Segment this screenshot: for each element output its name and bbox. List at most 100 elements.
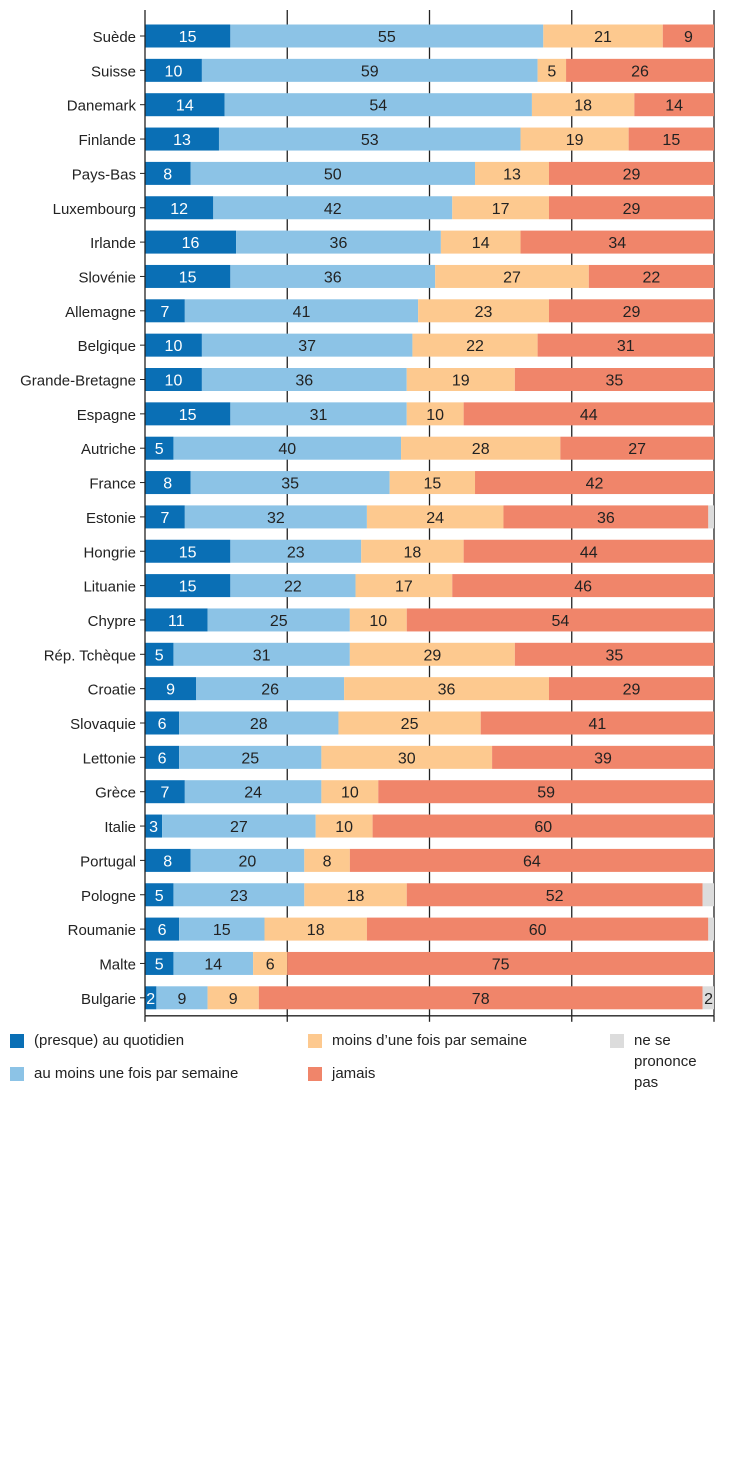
bar-segment <box>213 196 453 220</box>
data-label: 26 <box>261 682 279 699</box>
data-label: 35 <box>281 476 299 493</box>
category-label: Espagne <box>77 407 136 424</box>
bar-segment <box>145 58 202 82</box>
data-label: 29 <box>623 304 641 321</box>
bar-segment <box>514 642 714 666</box>
category-label: Pays-Bas <box>72 166 136 183</box>
category-label: Portugal <box>80 853 136 870</box>
data-label: 22 <box>284 579 302 596</box>
data-label: 6 <box>266 956 275 973</box>
bar-segment <box>145 986 157 1010</box>
data-label: 27 <box>503 269 521 286</box>
bar-segment <box>628 127 714 151</box>
data-label: 5 <box>547 63 556 80</box>
bar-segment <box>145 471 191 495</box>
data-label: 6 <box>158 922 167 939</box>
legend-swatch <box>308 1034 322 1048</box>
bar-segment <box>145 24 231 48</box>
data-label: 10 <box>335 819 353 836</box>
bar-segment <box>145 608 208 632</box>
bar-segment <box>452 196 549 220</box>
bar-segment <box>145 642 174 666</box>
data-label: 8 <box>323 853 332 870</box>
bar-segment <box>179 745 322 769</box>
data-label: 18 <box>574 98 592 115</box>
bar-segment <box>406 883 703 907</box>
bar-segment <box>236 230 441 254</box>
data-label: 15 <box>179 29 197 46</box>
data-label: 25 <box>270 613 288 630</box>
bar-segment <box>401 436 561 460</box>
category-label: Grèce <box>95 785 136 802</box>
category-label: Croatie <box>88 682 136 699</box>
bar-segment <box>366 917 709 941</box>
category-label: Bulgarie <box>81 991 136 1008</box>
bar-segment <box>566 58 714 82</box>
data-label: 18 <box>347 888 365 905</box>
data-label: 54 <box>551 613 569 630</box>
data-label: 35 <box>606 647 624 664</box>
bar-segment <box>145 814 163 838</box>
data-label: 17 <box>492 201 510 218</box>
data-label: 8 <box>163 476 172 493</box>
bar-segment <box>514 368 714 391</box>
data-label: 15 <box>179 269 197 286</box>
legend-swatch <box>308 1067 322 1081</box>
legend-swatch <box>10 1067 24 1081</box>
data-label: 64 <box>523 853 541 870</box>
category-label: Suède <box>93 29 136 46</box>
legend: (presque) au quotidien au moins une fois… <box>0 1030 733 1120</box>
bar-segment <box>304 848 350 872</box>
data-label: 15 <box>662 132 680 149</box>
data-label: 15 <box>179 579 197 596</box>
category-label: Suisse <box>91 63 136 80</box>
bar-segment <box>634 93 714 117</box>
data-label: 36 <box>295 373 313 390</box>
bar-segment <box>145 299 185 323</box>
category-label: Allemagne <box>65 304 136 321</box>
bar-segment <box>315 814 373 838</box>
bar-segment <box>520 127 629 151</box>
bar-segment <box>548 161 714 185</box>
bar-segment <box>218 127 521 151</box>
bar-segment <box>537 58 567 82</box>
category-label: Grande-Bretagne <box>20 373 136 390</box>
data-label: 53 <box>361 132 379 149</box>
category-label: Luxembourg <box>53 201 136 218</box>
bar-segment <box>230 264 436 288</box>
data-label: 28 <box>250 716 268 733</box>
data-label: 42 <box>586 476 604 493</box>
data-label: 21 <box>594 29 612 46</box>
data-label: 14 <box>176 98 194 115</box>
legend-item-ne-se-prononce-pas: ne se prononce pas <box>610 1030 728 1093</box>
bar-segment <box>452 574 714 598</box>
data-label: 7 <box>160 304 169 321</box>
bar-segment <box>321 780 379 804</box>
bar-segment <box>184 505 367 529</box>
category-label: Belgique <box>78 338 136 355</box>
bar-segment <box>463 402 714 426</box>
bar-segment <box>662 24 714 48</box>
data-label: 19 <box>452 373 470 390</box>
data-label: 14 <box>472 235 490 252</box>
data-label: 28 <box>472 441 490 458</box>
category-label: Roumanie <box>68 922 136 939</box>
bar-segment <box>366 505 504 529</box>
bar-segment <box>145 883 174 907</box>
category-label: Lettonie <box>83 750 136 767</box>
data-label: 29 <box>623 201 641 218</box>
data-label: 2 <box>704 991 713 1008</box>
bar-segment <box>702 883 714 907</box>
data-label: 22 <box>643 269 661 286</box>
data-label: 27 <box>628 441 646 458</box>
bar-segment <box>475 161 549 185</box>
data-label: 55 <box>378 29 396 46</box>
data-label: 31 <box>253 647 271 664</box>
data-label: 5 <box>155 956 164 973</box>
data-label: 7 <box>160 785 169 802</box>
data-label: 29 <box>423 647 441 664</box>
data-label: 75 <box>492 956 510 973</box>
data-label: 30 <box>398 750 416 767</box>
bar-segment <box>349 848 714 872</box>
